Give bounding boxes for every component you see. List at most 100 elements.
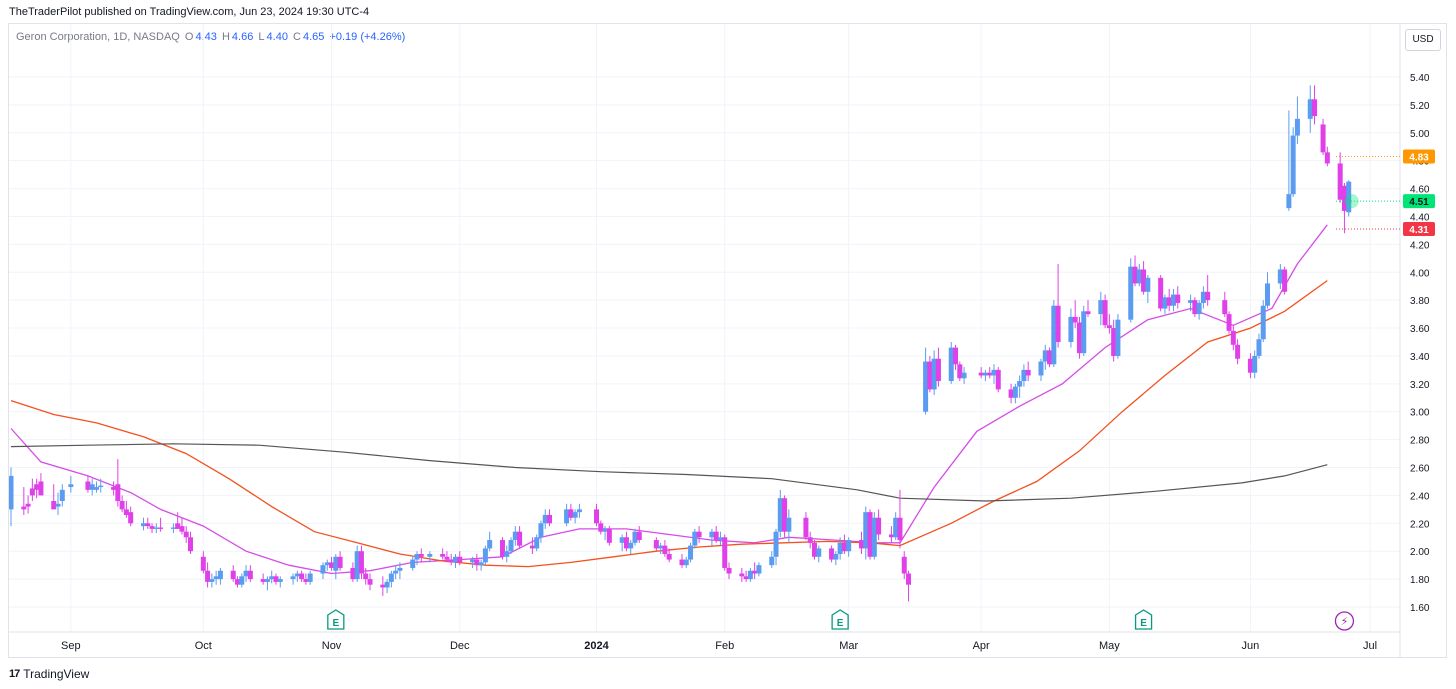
candle-body	[564, 509, 570, 524]
candle-body	[1192, 300, 1198, 315]
candle	[722, 534, 728, 571]
candle	[696, 526, 702, 543]
candle-body	[1162, 297, 1168, 309]
candle	[1341, 183, 1347, 234]
candle	[871, 512, 877, 560]
candle	[692, 528, 698, 549]
candle	[923, 347, 929, 415]
candle	[1085, 300, 1091, 317]
candle	[504, 545, 510, 563]
x-tick-label: May	[1099, 640, 1120, 652]
candle	[98, 478, 104, 493]
candle	[119, 495, 125, 513]
candle-body	[837, 542, 843, 554]
candle	[906, 570, 912, 602]
high-label: H	[221, 31, 230, 43]
candle	[333, 554, 339, 580]
candle	[205, 562, 211, 588]
candle-body	[858, 540, 864, 549]
candle-body	[1038, 361, 1044, 376]
earnings-marker: E	[831, 609, 849, 630]
candle	[1128, 258, 1134, 323]
candle-body	[1111, 328, 1117, 356]
candle	[632, 528, 638, 546]
candle-body	[247, 570, 253, 580]
candle-body	[893, 517, 899, 538]
candle	[991, 364, 997, 384]
candle	[1222, 291, 1228, 317]
candle-body	[1312, 99, 1318, 117]
candle	[1175, 286, 1181, 309]
candle-body	[1012, 386, 1018, 398]
earnings-label: E	[1140, 618, 1147, 629]
candle	[140, 517, 146, 531]
y-tick-label: 3.60	[1410, 324, 1430, 335]
candle	[508, 537, 514, 554]
candle-body	[953, 347, 959, 365]
candle	[59, 484, 65, 507]
candle-body	[722, 537, 728, 568]
candle	[320, 562, 326, 580]
candle-body	[935, 358, 941, 382]
candle-body	[568, 509, 574, 518]
candle	[1282, 266, 1288, 295]
candle-body	[290, 576, 296, 580]
candle	[235, 576, 241, 588]
candle-body	[987, 372, 993, 376]
price-badge	[1403, 222, 1435, 237]
candle	[1290, 127, 1296, 197]
candle-body	[1051, 305, 1057, 365]
candle	[264, 576, 270, 591]
x-tick-label: Jul	[1363, 640, 1377, 652]
candle-body	[927, 361, 933, 390]
candle-body	[598, 523, 604, 532]
candle	[307, 570, 313, 585]
candle-body	[444, 556, 450, 560]
candle-body	[410, 559, 416, 568]
candle-body	[59, 489, 65, 501]
candle-body	[337, 556, 343, 568]
candle-body	[333, 556, 339, 571]
candle-body	[995, 369, 1001, 390]
candle-body	[145, 523, 151, 527]
candle	[1324, 146, 1330, 167]
candle-body	[1307, 99, 1313, 119]
candle	[1115, 314, 1121, 359]
price-badges: 4.83 4.51 4.31	[1336, 149, 1435, 237]
tradingview-logo-icon: 17	[9, 668, 20, 680]
candle	[128, 506, 134, 527]
candle-body	[213, 576, 219, 580]
candle-body	[68, 484, 74, 488]
y-tick-label: 2.40	[1410, 491, 1430, 502]
candle-body	[93, 487, 99, 490]
candle	[576, 503, 582, 518]
x-tick-label: Oct	[195, 640, 212, 652]
candle	[260, 573, 266, 585]
candle-body	[602, 528, 608, 532]
candle-body	[158, 527, 164, 529]
candle	[619, 534, 625, 552]
candle-body	[128, 512, 134, 524]
candle	[149, 523, 155, 534]
event-markers: E E E ⚡	[327, 609, 1355, 631]
candle-body	[1196, 302, 1202, 315]
candle	[653, 537, 659, 552]
y-tick-label: 3.20	[1410, 380, 1430, 391]
candle-body	[499, 540, 505, 557]
candle-body	[1230, 330, 1236, 345]
candle-body	[205, 570, 211, 582]
candle-body	[414, 554, 420, 560]
candle-body	[235, 579, 241, 585]
price-badge-label: 4.83	[1409, 153, 1429, 164]
candle	[213, 570, 219, 585]
candle	[811, 540, 817, 560]
candle-body	[628, 542, 634, 549]
candle	[1170, 289, 1176, 312]
candle	[829, 545, 835, 563]
candle-body	[547, 514, 553, 524]
currency-button[interactable]: USD	[1405, 29, 1441, 51]
candle-body	[782, 498, 788, 532]
candle	[363, 567, 369, 585]
x-tick-label: Feb	[715, 640, 734, 652]
